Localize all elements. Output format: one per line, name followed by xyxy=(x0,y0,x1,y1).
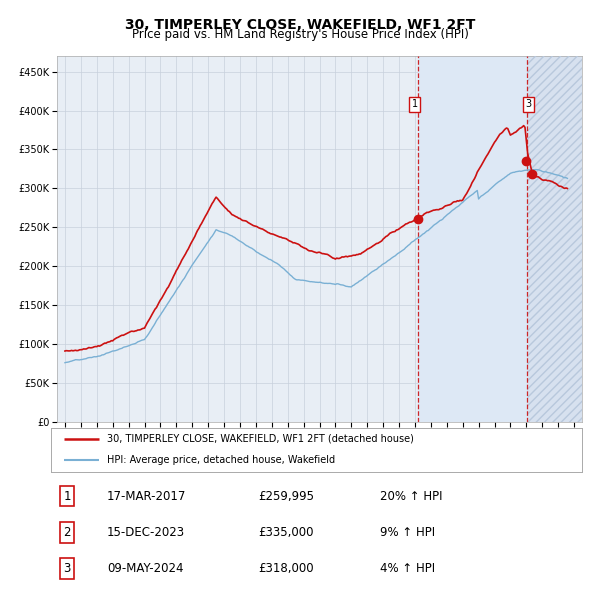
Text: £318,000: £318,000 xyxy=(258,562,314,575)
Text: 1: 1 xyxy=(412,99,418,109)
Text: £259,995: £259,995 xyxy=(258,490,314,503)
Text: 20% ↑ HPI: 20% ↑ HPI xyxy=(380,490,443,503)
Text: 9% ↑ HPI: 9% ↑ HPI xyxy=(380,526,436,539)
Text: 30, TIMPERLEY CLOSE, WAKEFIELD, WF1 2FT: 30, TIMPERLEY CLOSE, WAKEFIELD, WF1 2FT xyxy=(125,18,475,32)
Text: 09-MAY-2024: 09-MAY-2024 xyxy=(107,562,183,575)
Text: Price paid vs. HM Land Registry's House Price Index (HPI): Price paid vs. HM Land Registry's House … xyxy=(131,28,469,41)
Text: 4% ↑ HPI: 4% ↑ HPI xyxy=(380,562,436,575)
Text: £335,000: £335,000 xyxy=(258,526,314,539)
Text: HPI: Average price, detached house, Wakefield: HPI: Average price, detached house, Wake… xyxy=(107,455,335,464)
Bar xyxy=(527,56,582,422)
Text: 3: 3 xyxy=(526,99,532,109)
Bar xyxy=(418,56,582,422)
Text: 15-DEC-2023: 15-DEC-2023 xyxy=(107,526,185,539)
Bar xyxy=(527,56,582,422)
Text: 2: 2 xyxy=(63,526,71,539)
Text: 30, TIMPERLEY CLOSE, WAKEFIELD, WF1 2FT (detached house): 30, TIMPERLEY CLOSE, WAKEFIELD, WF1 2FT … xyxy=(107,434,413,444)
Text: 17-MAR-2017: 17-MAR-2017 xyxy=(107,490,186,503)
Text: 3: 3 xyxy=(63,562,71,575)
Text: 1: 1 xyxy=(63,490,71,503)
